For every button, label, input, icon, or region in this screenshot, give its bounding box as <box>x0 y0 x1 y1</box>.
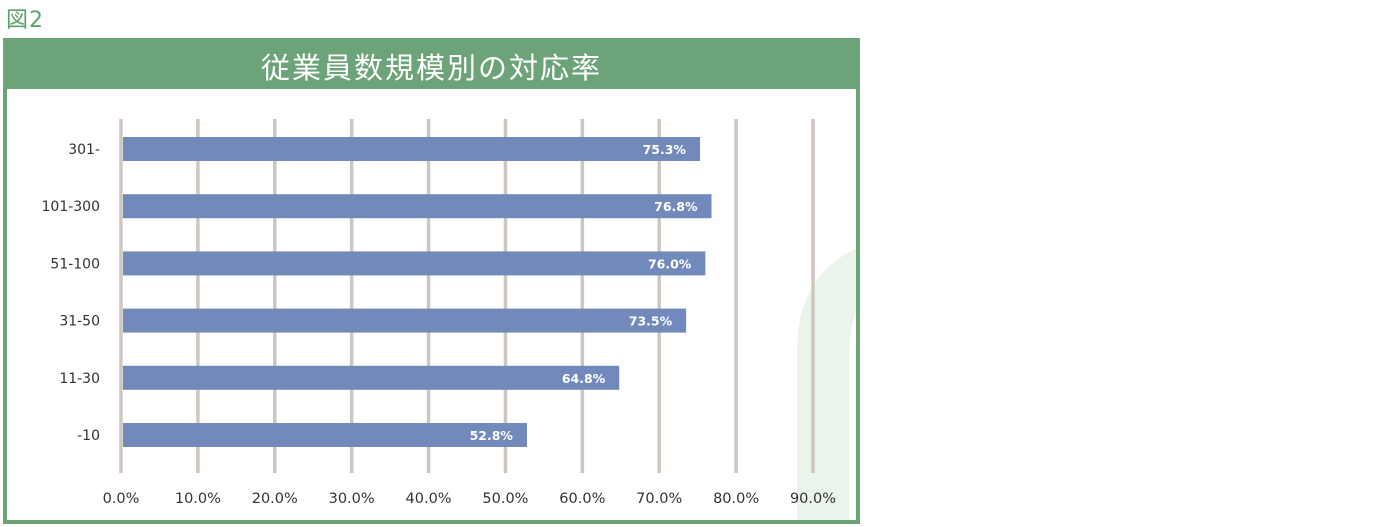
bar-1 <box>123 194 712 219</box>
chart-frame: 0.0% 10.0% 20.0% 30.0% 40.0% 50.0% 60.0% 70.0% 8… <box>3 38 860 524</box>
x-tick-label: 30.0% <box>329 491 375 507</box>
bar-2 <box>123 251 706 276</box>
category-label: 31-50 <box>59 314 100 330</box>
data-label: 75.3% <box>643 142 687 157</box>
category-label: -10 <box>77 428 100 444</box>
x-tick-label: 50.0% <box>482 491 528 507</box>
labels: 0.0% 10.0% 20.0% 30.0% 40.0% 50.0% 60.0% 70.0% 8… <box>42 142 837 507</box>
data-label: 76.0% <box>648 256 692 271</box>
data-label: 76.8% <box>654 199 698 214</box>
bar-3 <box>123 308 687 333</box>
bar-0 <box>123 137 700 161</box>
x-tick-label: 90.0% <box>790 491 836 507</box>
category-label: 301- <box>68 142 100 158</box>
category-label: 11-30 <box>59 371 100 387</box>
category-label: 51-100 <box>50 256 100 272</box>
decorative-arc <box>797 249 856 520</box>
data-label: 52.8% <box>470 428 514 443</box>
title-bar: 従業員数規模別の対応率 <box>7 42 856 89</box>
category-label: 101-300 <box>42 199 101 215</box>
chart-title: 従業員数規模別の対応率 <box>260 50 602 85</box>
gridlines <box>119 119 815 473</box>
x-tick-label: 70.0% <box>636 491 682 507</box>
x-tick-label: 80.0% <box>713 491 759 507</box>
bar-5 <box>123 423 527 447</box>
data-label: 73.5% <box>629 314 673 329</box>
data-label: 64.8% <box>562 371 606 386</box>
bar-4 <box>123 365 620 390</box>
x-tick-label: 10.0% <box>175 491 221 507</box>
x-tick-label: 40.0% <box>406 491 452 507</box>
figure-label: 図2 <box>6 8 44 33</box>
x-tick-label: 0.0% <box>103 491 140 507</box>
x-tick-label: 60.0% <box>559 491 605 507</box>
x-tick-label: 20.0% <box>252 491 298 507</box>
chart-plot: 0.0% 10.0% 20.0% 30.0% 40.0% 50.0% 60.0% 70.0% 8… <box>42 119 856 520</box>
bars <box>123 137 712 447</box>
